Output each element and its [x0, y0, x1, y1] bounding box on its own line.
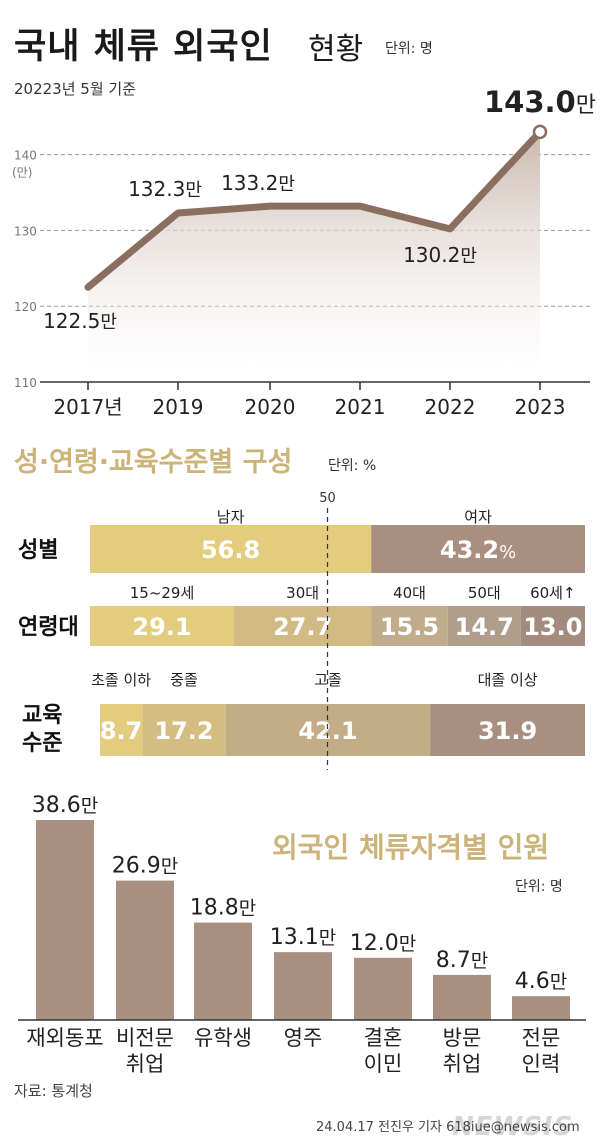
data-label: 130.2만	[403, 243, 477, 267]
bar-value-label: 8.7만	[436, 948, 488, 973]
stack-segment	[447, 606, 521, 646]
category-label: 재외동포	[26, 1026, 103, 1050]
row-label: 성별	[18, 538, 58, 563]
title-unit: 단위: 명	[385, 41, 433, 57]
y-tick-label: 130	[14, 224, 37, 238]
category-label: 취업	[126, 1052, 165, 1076]
source-note: 자료: 통계청	[14, 1082, 93, 1100]
bar-value-label: 12.0만	[350, 931, 416, 956]
stack-segment	[371, 525, 585, 573]
series-line	[84, 128, 544, 291]
latest-point-marker	[532, 124, 548, 140]
segment-value: 31.9	[478, 717, 537, 745]
stack-segment	[371, 606, 448, 646]
stack-segment	[142, 704, 226, 756]
row-label: 수준	[22, 731, 62, 756]
segment-value: 56.8	[201, 536, 260, 564]
category-label: 영주	[284, 1026, 323, 1050]
composition-unit: 단위: %	[328, 458, 377, 474]
reference-date: 20223년 5월 기준	[14, 80, 136, 98]
newsis-watermark: NEWSIS	[452, 1112, 574, 1140]
row-label: 교육	[22, 703, 62, 728]
data-label: 133.2만	[221, 171, 295, 195]
bar	[354, 957, 412, 1020]
stack-segment	[100, 704, 143, 756]
category-label: 결혼	[364, 1026, 403, 1050]
stack-segment	[234, 606, 372, 646]
category-label: 유학생	[194, 1026, 252, 1050]
segment-value: 17.2	[154, 717, 213, 745]
segment-name: 남자	[217, 508, 245, 526]
status-bar-chart: 38.6만재외동포26.9만비전문취업18.8만유학생13.1만영주12.0만결…	[18, 793, 586, 1076]
category-label: 방문	[443, 1026, 482, 1050]
y-tick-label: 120	[14, 300, 37, 314]
bar	[512, 996, 570, 1020]
area-fill	[88, 131, 540, 382]
midline-label: 50	[319, 491, 336, 506]
category-label: 전문	[522, 1026, 561, 1050]
data-label: 143.0만	[484, 85, 596, 119]
status-chart-title: 외국인 체류자격별 인원	[272, 831, 550, 864]
bar	[433, 974, 491, 1020]
bar	[36, 820, 94, 1020]
bar-value-label: 4.6만	[515, 969, 567, 994]
bar-value-label: 26.9만	[112, 854, 178, 879]
bar	[194, 922, 252, 1020]
segment-name: 40대	[393, 584, 426, 602]
page-title: 국내 체류 외국인	[14, 27, 273, 67]
segment-name: 50대	[468, 584, 501, 602]
category-label: 비전문	[116, 1026, 174, 1050]
x-tick-label: 2017년	[53, 395, 122, 419]
bar-value-label: 13.1만	[270, 925, 336, 950]
stack-segment	[90, 606, 235, 646]
credit-line: 24.04.17 전진우 기자 618iue@newsis.com	[316, 1120, 580, 1135]
segment-value: 14.7	[455, 613, 514, 641]
composition-title: 성·연령·교육수준별 구성	[14, 447, 293, 478]
segment-value: 29.1	[132, 613, 191, 641]
x-tick-label: 2019	[153, 395, 204, 419]
segment-value: 13.0	[523, 613, 582, 641]
status-chart-unit: 단위: 명	[515, 879, 563, 895]
segment-name: 60세↑	[530, 584, 575, 602]
segment-value: 15.5	[380, 613, 439, 641]
category-label: 인력	[522, 1052, 561, 1076]
segment-value: 8.7	[100, 717, 143, 745]
line-chart: 110 120 130 140 (만) 2017년 2019 2020 2021 2022 2023…	[12, 85, 596, 419]
bar	[116, 880, 174, 1020]
segment-name: 중졸	[170, 671, 198, 689]
stack-segment	[90, 525, 372, 573]
category-label: 이민	[364, 1052, 403, 1076]
x-tick-label: 2020	[245, 395, 296, 419]
segment-value: 27.7	[273, 613, 332, 641]
bar	[274, 952, 332, 1020]
x-tick-label: 2022	[425, 395, 476, 419]
segment-value: 43.2%	[440, 536, 516, 564]
segment-value: 42.1	[298, 717, 357, 745]
row-label: 연령대	[18, 615, 79, 640]
page-title-sub: 현황	[308, 32, 364, 67]
y-tick-label: 140	[14, 149, 37, 163]
segment-name: 대졸 이상	[478, 671, 538, 689]
data-label: 132.3만	[128, 177, 202, 201]
segment-name: 여자	[464, 508, 492, 526]
x-tick-label: 2021	[335, 395, 386, 419]
category-label: 취업	[443, 1052, 482, 1076]
stack-segment	[430, 704, 585, 756]
segment-name: 초졸 이하	[91, 671, 151, 689]
y-unit-label: (만)	[12, 166, 32, 180]
x-tick-label: 2023	[515, 395, 566, 419]
bar-value-label: 18.8만	[190, 896, 256, 921]
stack-segment	[520, 606, 585, 646]
data-label: 122.5만	[43, 309, 117, 333]
y-tick-label: 110	[14, 376, 37, 390]
bar-value-label: 38.6만	[32, 793, 98, 818]
segment-name: 30대	[286, 584, 319, 602]
segment-name: 15~29세	[130, 584, 195, 602]
stack-segment	[225, 704, 431, 756]
